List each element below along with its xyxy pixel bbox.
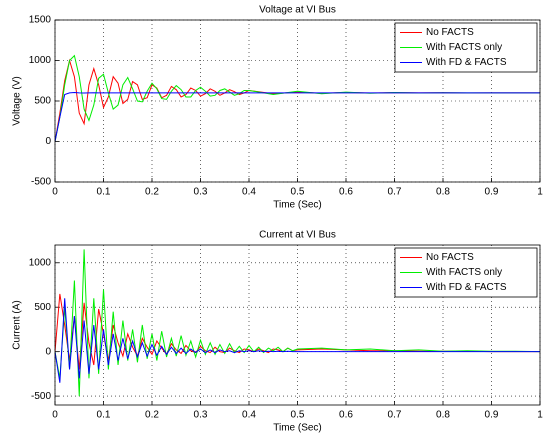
series-line [55, 298, 540, 383]
x-tick-label: 0.2 [145, 187, 159, 198]
axes-box [54, 244, 541, 406]
x-tick-label: 0.8 [436, 187, 450, 198]
x-tick-label: 1 [537, 410, 543, 421]
x-tick-label: 0.2 [145, 410, 159, 421]
legend-label: With FD & FACTS [426, 57, 507, 68]
x-tick-label: 0.6 [339, 410, 353, 421]
x-tick-label: 0.3 [194, 187, 208, 198]
y-tick-label: -500 [31, 177, 51, 188]
legend-label: With FACTS only [426, 42, 502, 53]
chart-title: Current at VI Bus [259, 230, 336, 241]
x-tick-label: 0.7 [388, 410, 402, 421]
y-tick-label: 0 [45, 136, 51, 147]
x-tick-label: 0 [52, 410, 58, 421]
x-tick-label: 0 [52, 187, 58, 198]
series-line [55, 91, 540, 142]
legend-label: No FACTS [426, 27, 474, 38]
series-line [55, 293, 540, 370]
legend-label: No FACTS [426, 252, 474, 263]
legend-label: With FD & FACTS [426, 282, 507, 293]
y-tick-label: 0 [45, 346, 51, 357]
x-tick-label: 0.9 [485, 187, 499, 198]
x-tick-label: 1 [537, 187, 543, 198]
x-tick-label: 0.1 [97, 187, 111, 198]
axes-box [54, 19, 541, 183]
x-tick-label: 0.3 [194, 410, 208, 421]
legend-label: With FACTS only [426, 267, 502, 278]
y-tick-label: 1000 [29, 55, 52, 66]
y-tick-label: 1000 [29, 257, 52, 268]
y-axis-label: Voltage (V) [12, 76, 23, 125]
chart-title: Voltage at VI Bus [259, 5, 336, 16]
x-tick-label: 0.1 [97, 410, 111, 421]
x-tick-label: 0.7 [388, 187, 402, 198]
x-tick-label: 0.6 [339, 187, 353, 198]
x-axis-label: Time (Sec) [273, 200, 322, 211]
x-tick-label: 0.5 [291, 187, 305, 198]
x-axis-label: Time (Sec) [273, 423, 322, 434]
y-tick-label: -500 [31, 391, 51, 402]
x-tick-label: 0.4 [242, 410, 256, 421]
x-tick-label: 0.4 [242, 187, 256, 198]
series-line [55, 249, 540, 397]
y-tick-label: 500 [34, 96, 51, 107]
x-tick-label: 0.5 [291, 410, 305, 421]
x-tick-label: 0.9 [485, 410, 499, 421]
y-tick-label: 1500 [29, 15, 52, 26]
x-tick-label: 0.8 [436, 410, 450, 421]
y-tick-label: 500 [34, 302, 51, 313]
y-axis-label: Current (A) [12, 300, 23, 349]
